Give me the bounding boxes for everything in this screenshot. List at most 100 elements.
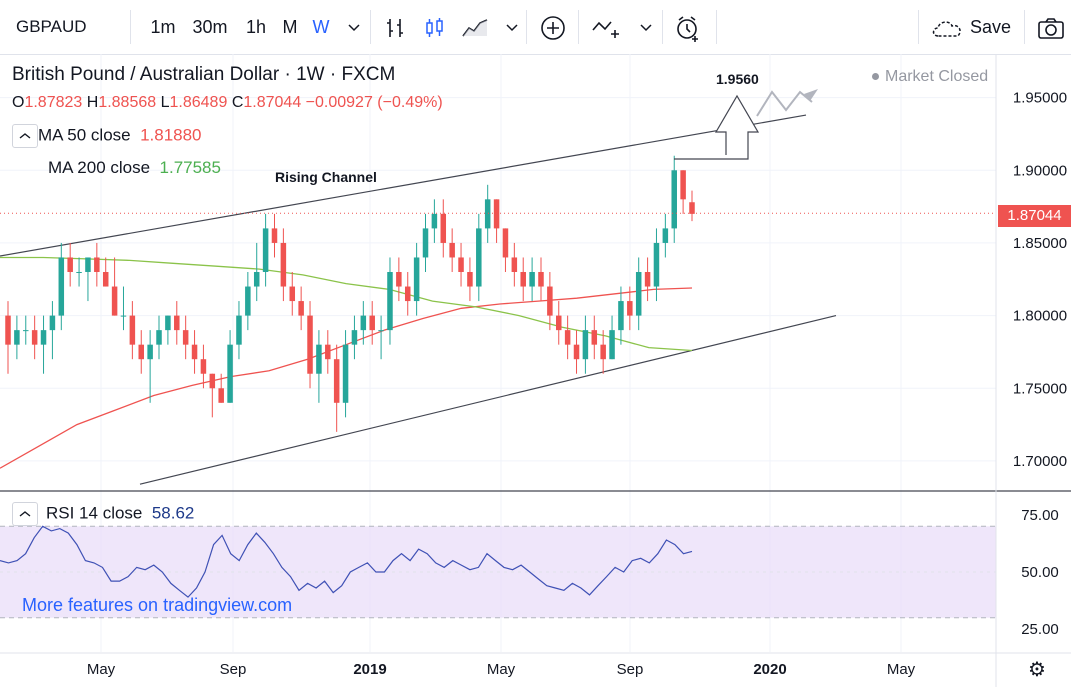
candle-body [342,344,349,403]
time-axis-label: May [487,661,516,678]
area-chart-icon[interactable] [460,10,490,44]
candle-body [289,286,296,302]
time-axis-label: May [87,661,116,678]
candle-body [378,330,384,332]
change-value: −0.00927 (−0.49%) [305,94,443,111]
toolbar-divider [130,10,131,44]
candle-body [138,344,145,360]
rsi-value: 58.62 [151,503,195,523]
candle-body [325,344,331,360]
toolbar-divider [716,10,717,44]
candle-body [40,330,47,345]
rsi-axis-label: 75.00 [1021,507,1059,524]
time-axis-label: 2019 [353,661,386,678]
chevron-down-icon[interactable] [344,10,364,44]
candle-body [351,330,358,345]
candle-body [609,330,615,360]
interval-30m[interactable]: 30m [192,17,228,37]
candle-body [14,330,20,345]
candle-body [449,242,455,258]
candle-body [529,272,535,287]
candle-body [271,228,278,243]
candles-icon[interactable] [422,10,448,44]
camera-icon[interactable] [1034,10,1068,44]
ma50-legend: MA 50 close 1.81880 [12,124,202,148]
candle-body [218,388,224,403]
toolbar-divider [370,10,371,44]
candle-body [360,315,367,331]
candle-body [298,301,304,316]
compare-icon[interactable] [590,10,626,44]
close-value: 1.87044 [243,94,302,111]
candle-body [58,257,65,316]
candle-body [502,228,509,258]
channel-lower-line [139,315,837,485]
watermark-link[interactable]: More features on tradingview.com [22,595,293,615]
bars-icon[interactable] [382,10,408,44]
alert-clock-icon[interactable] [672,10,704,44]
candle-body [458,257,464,272]
candle-body [102,272,109,287]
candle-body [182,330,189,345]
candle-body [333,359,340,403]
price-axis-label: 1.95000 [1013,90,1067,107]
candle-body [31,330,38,345]
candle-body [165,315,171,331]
interval-1m[interactable]: 1m [150,17,176,37]
candle-body [5,315,11,345]
candle-body [555,315,562,331]
time-axis-label: May [887,661,916,678]
price-axis-label: 1.90000 [1013,162,1067,179]
price-axis-label: 1.85000 [1013,235,1067,252]
low-value: 1.86489 [169,94,228,111]
candle-body [129,315,136,345]
ma200-legend: MA 200 close 1.77585 [48,158,221,178]
candle-body [644,272,651,287]
candle-body [564,330,571,345]
candle-body [680,170,686,200]
add-indicator-icon[interactable] [538,10,568,44]
candle-body [245,286,251,316]
candle-body [573,344,580,360]
cloud-icon[interactable] [930,10,966,44]
chevron-down-icon[interactable] [502,10,522,44]
gear-icon[interactable]: ⚙ [1028,659,1046,681]
channel-label: Rising Channel [275,169,377,185]
candle-body [440,213,447,243]
target-label: 1.9560 [716,71,759,87]
close-label: C [231,94,244,111]
candle-body [484,199,491,229]
candle-body [404,286,411,302]
save-button[interactable]: Save [970,17,1012,37]
eye-icon[interactable] [12,124,38,148]
candle-body [662,228,669,243]
interval-w[interactable]: W [312,17,330,37]
symbol-search-button[interactable]: GBPAUD [16,17,87,36]
market-status-label: Market Closed [885,68,989,85]
candle-body [120,315,127,317]
price-chart[interactable]: 1.95000 1.90000 1.85000 1.80000 1.75000 1.700… [0,54,1071,687]
candle-body [431,213,438,229]
candle-body [280,242,287,287]
candle-body [200,359,207,374]
candle-body [387,272,393,331]
rsi-line [0,525,693,598]
candle-body [23,330,29,332]
price-axis-label: 1.70000 [1013,453,1067,470]
price-axis-label: 1.80000 [1013,308,1067,325]
candle-body [174,315,180,331]
interval-1h[interactable]: 1h [245,17,267,37]
candle-body [422,228,429,258]
candle-body [111,286,118,316]
interval-m[interactable]: M [282,17,298,37]
eye-icon[interactable] [12,502,38,526]
candle-body [307,315,313,374]
time-axis-label: Sep [617,661,644,678]
chevron-down-icon[interactable] [636,10,656,44]
candle-body [396,272,402,287]
high-value: 1.88568 [98,94,157,111]
candle-body [67,257,73,272]
toolbar-divider [526,10,527,44]
candle-body [635,272,642,316]
projection-arrowhead [804,89,818,101]
